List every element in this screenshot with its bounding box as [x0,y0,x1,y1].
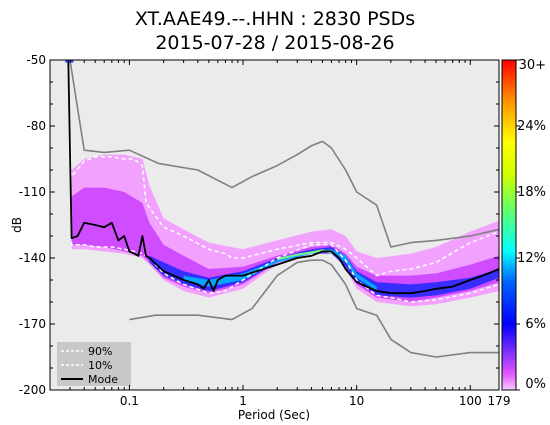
x-tick-label: 1 [239,394,247,408]
series-90pct [67,60,499,277]
density-band-8pct [149,247,499,298]
colorbar-tick-label: 18% [517,185,546,200]
plot-frame [49,59,500,391]
y-tick-label: -200 [19,383,46,397]
x-tick-label: 179 [488,394,511,408]
series-nlnm [129,259,499,358]
legend-mode-label: Mode [88,373,118,386]
x-tick-label: 0.1 [120,394,139,408]
colorbar-tick-label: 0% [525,377,546,392]
y-tick-label: -110 [19,185,46,199]
x-axis-label: Period (Sec) [238,408,310,422]
density-band-14pct [183,249,377,291]
legend-90-label: 90% [88,345,112,358]
y-tick-label: -140 [19,251,46,265]
y-tick-label: -80 [26,119,46,133]
series-mode [67,60,499,295]
series-nhnm [69,60,499,248]
colorbar-tick-label: 30+ [519,58,546,73]
y-tick-label: -170 [19,317,46,331]
x-tick-label: 10 [349,394,364,408]
colorbar [501,59,517,391]
x-tick-label: 100 [459,394,482,408]
colorbar-tick-label: 6% [525,317,546,332]
chart-title-line2: 2015-07-28 / 2015-08-26 [155,32,394,54]
colorbar-tick-label: 12% [517,251,546,266]
legend: 90% 10% Mode [57,342,131,386]
density-band-20pct [277,249,332,261]
series-10pct [67,60,499,303]
chart-title-line1: XT.AAE49.--.HHN : 2830 PSDs [135,8,415,30]
y-axis-label: dB [10,217,24,233]
y-tick-label: -50 [26,53,46,67]
colorbar-tick-label: 24% [517,119,546,134]
legend-10-label: 10% [88,359,112,372]
